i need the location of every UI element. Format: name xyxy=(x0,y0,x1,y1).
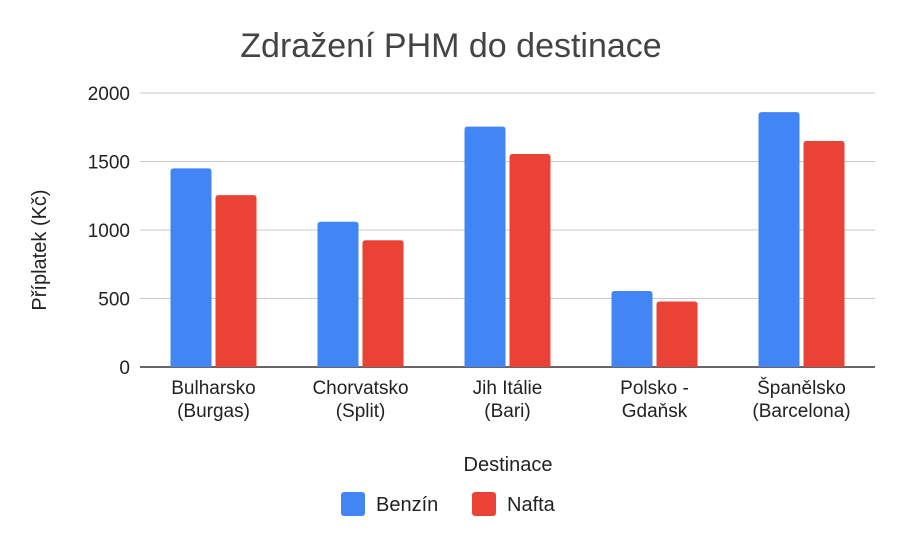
x-tick-label: Bulharsko xyxy=(171,378,256,399)
y-tick-label: 2000 xyxy=(88,84,130,105)
y-axis-ticks: 0 500 1000 1500 2000 xyxy=(88,84,130,379)
x-axis-ticks: Bulharsko(Burgas) Chorvatsko(Split) Jih It… xyxy=(171,377,850,422)
gridlines xyxy=(140,92,875,368)
x-tick-label: Polsko - xyxy=(620,378,689,399)
y-tick-label: 1500 xyxy=(88,153,130,174)
bar-benz-n-0 xyxy=(170,168,212,367)
bars xyxy=(170,112,845,368)
x-tick-label: Gdaňsk xyxy=(622,401,688,422)
legend-label: Benzín xyxy=(376,494,438,516)
y-tick-label: 1000 xyxy=(88,221,130,242)
bar-nafta-4 xyxy=(803,140,845,367)
bar-benz-n-4 xyxy=(758,112,800,368)
x-tick-label: (Burgas) xyxy=(177,401,250,422)
x-tick-label: Španělsko xyxy=(757,377,846,399)
bar-nafta-1 xyxy=(362,240,404,367)
x-tick-label: Chorvatsko xyxy=(312,378,408,399)
bar-benz-n-1 xyxy=(317,221,359,367)
bar-nafta-3 xyxy=(656,301,698,367)
x-tick-label: (Barcelona) xyxy=(752,401,850,422)
bar-benz-n-3 xyxy=(611,290,653,367)
x-axis-label: Destinace xyxy=(464,454,553,476)
x-tick-label: Jih Itálie xyxy=(473,378,543,399)
y-tick-label: 0 xyxy=(119,358,130,379)
bar-benz-n-2 xyxy=(464,126,506,367)
y-tick-label: 500 xyxy=(98,290,130,311)
bar-nafta-0 xyxy=(215,195,257,367)
y-axis-label: Příplatek (Kč) xyxy=(29,189,51,310)
legend-swatch xyxy=(472,492,496,516)
legend: Benzín Nafta xyxy=(341,492,556,516)
chart-title: Zdražení PHM do destinace xyxy=(240,27,661,65)
bar-nafta-2 xyxy=(509,153,551,367)
legend-label: Nafta xyxy=(507,494,556,516)
x-tick-label: (Split) xyxy=(336,401,386,422)
legend-swatch xyxy=(341,492,365,516)
x-tick-label: (Bari) xyxy=(484,401,530,422)
